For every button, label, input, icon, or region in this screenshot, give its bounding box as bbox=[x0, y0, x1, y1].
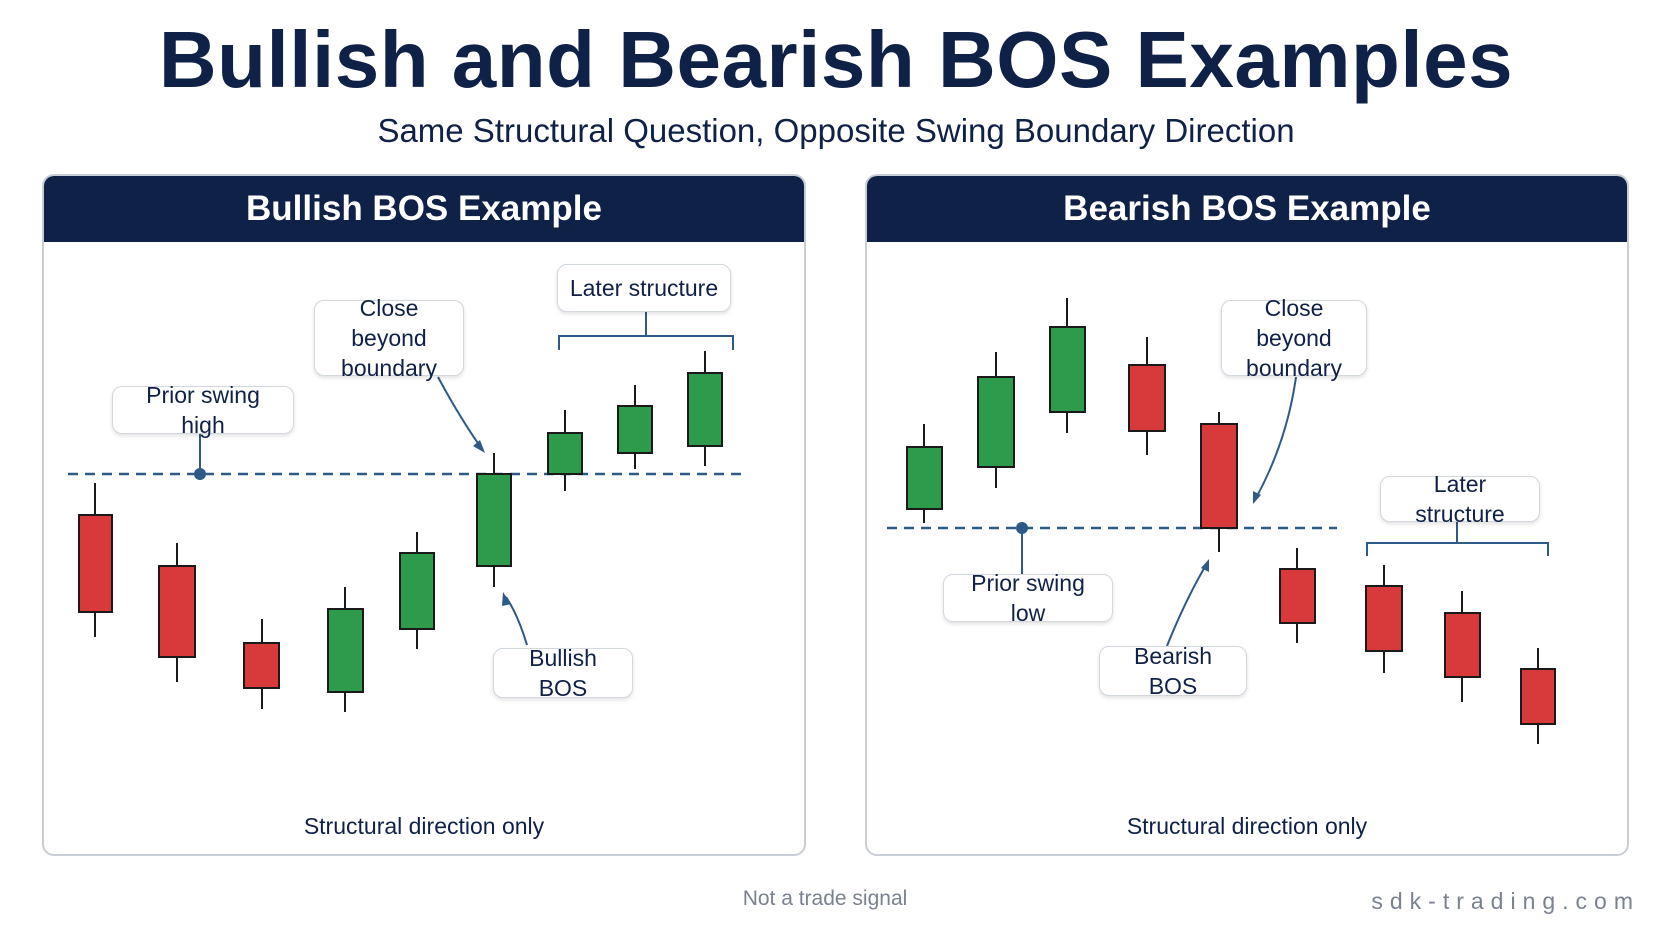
close-beyond-arrow bbox=[1255, 376, 1297, 499]
bullish-panel: Bullish BOS Example Prior swin bbox=[42, 174, 806, 856]
bearish-chart bbox=[887, 298, 1556, 744]
prior-swing-low-callout: Prior swing low bbox=[943, 570, 1113, 626]
bullish-bos-arrowhead bbox=[502, 592, 511, 606]
brand-watermark: sdk-trading.com bbox=[1371, 888, 1640, 914]
page-title: Bullish and Bearish BOS Examples bbox=[158, 15, 1514, 104]
bullish-bos-callout: Bullish BOS bbox=[493, 645, 633, 701]
bear-candle bbox=[1444, 612, 1481, 678]
close-beyond-callout: Close beyond boundary bbox=[314, 295, 464, 381]
bull-candle bbox=[687, 372, 723, 447]
bullish-chart bbox=[68, 312, 742, 712]
later-structure-callout: Later structure bbox=[1380, 471, 1540, 527]
bull-candle bbox=[1049, 326, 1086, 413]
page-subtitle: Same Structural Question, Opposite Swing… bbox=[377, 112, 1295, 149]
bearish-bos-arrow bbox=[1166, 564, 1207, 647]
prior-swing-high-callout: Prior swing high bbox=[112, 382, 294, 438]
later-structure-bracket bbox=[1366, 522, 1549, 556]
bear-candle bbox=[158, 565, 196, 658]
bear-candle bbox=[78, 514, 113, 613]
bear-candle bbox=[1128, 364, 1166, 432]
bearish-bos-callout: Bearish BOS bbox=[1099, 643, 1247, 699]
bear-candle bbox=[243, 642, 280, 689]
bear-candle bbox=[1520, 668, 1556, 725]
bull-candle bbox=[617, 405, 653, 454]
bull-candle bbox=[327, 608, 364, 693]
bear-candle bbox=[1365, 585, 1403, 652]
bos-bear-candle bbox=[1200, 423, 1238, 529]
bearish-caption: Structural direction only bbox=[1126, 813, 1368, 839]
close-beyond-callout: Close beyond boundary bbox=[1221, 295, 1367, 381]
bull-candle bbox=[547, 432, 583, 475]
bearish-panel-header: Bearish BOS Example bbox=[867, 176, 1627, 242]
close-beyond-arrowhead bbox=[1253, 491, 1261, 504]
disclaimer-note: Not a trade signal bbox=[742, 887, 908, 910]
bear-candle bbox=[1279, 568, 1316, 624]
close-beyond-arrowhead bbox=[473, 440, 485, 453]
bull-candle bbox=[977, 376, 1015, 468]
close-beyond-arrow bbox=[437, 376, 483, 450]
later-structure-bracket bbox=[558, 312, 734, 350]
bearish-bos-arrowhead bbox=[1201, 559, 1209, 572]
bearish-panel: Bearish BOS Example Close beyo bbox=[865, 174, 1629, 856]
bullish-caption: Structural direction only bbox=[303, 813, 545, 839]
bull-candle bbox=[906, 446, 943, 510]
bos-bull-candle bbox=[476, 473, 512, 567]
later-structure-callout: Later structure bbox=[557, 264, 731, 312]
bullish-panel-header: Bullish BOS Example bbox=[44, 176, 804, 242]
bull-candle bbox=[399, 552, 435, 630]
